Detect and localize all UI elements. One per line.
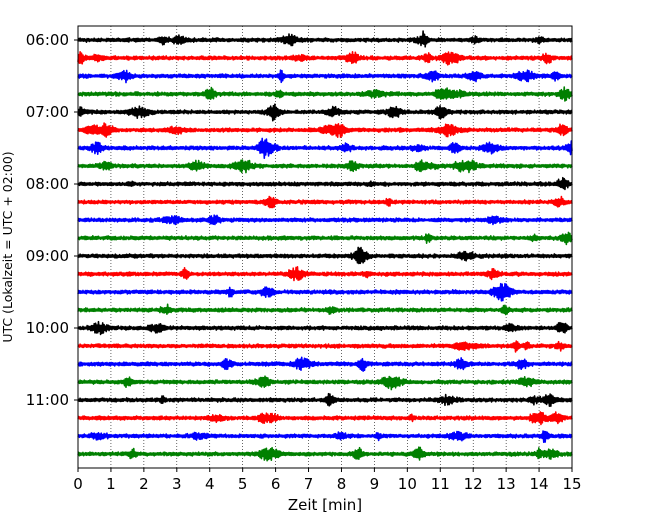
y-tick-label: 09:00 <box>26 247 69 265</box>
x-tick-label: 4 <box>205 475 215 493</box>
seismogram-trace-1015 <box>77 340 573 353</box>
seismogram-trace-0645 <box>77 86 573 102</box>
x-tick-label: 12 <box>464 475 483 493</box>
x-tick-label: 14 <box>530 475 549 493</box>
seismogram-trace-0600 <box>77 30 573 48</box>
seismogram-trace-0715 <box>77 122 573 138</box>
x-tick-label: 11 <box>431 475 450 493</box>
seismogram-trace-1045 <box>77 375 573 391</box>
seismogram-trace-1030 <box>77 356 573 372</box>
x-tick-label: 9 <box>370 475 380 493</box>
x-tick-label: 13 <box>497 475 516 493</box>
seismogram-trace-1130 <box>77 430 573 444</box>
y-tick-label: 07:00 <box>26 103 69 121</box>
seismogram-trace-0630 <box>77 69 573 84</box>
x-tick-label: 8 <box>337 475 347 493</box>
x-tick-label: 5 <box>238 475 248 493</box>
x-tick-label: 15 <box>562 475 581 493</box>
y-axis-ticks: 06:00 07:00 08:00 09:00 10:00 11:00 <box>26 31 78 409</box>
x-tick-label: 6 <box>271 475 281 493</box>
seismogram-trace-1115 <box>77 411 573 426</box>
trace-layer <box>77 30 573 462</box>
seismogram-trace-0945 <box>77 303 573 316</box>
x-tick-label: 7 <box>304 475 314 493</box>
y-tick-label: 11:00 <box>26 391 69 409</box>
x-tick-label: 2 <box>139 475 149 493</box>
seismogram-trace-0900 <box>77 246 573 265</box>
y-axis-label: UTC (Lokalzeit = UTC + 02:00) <box>0 151 15 342</box>
x-tick-label: 0 <box>73 475 83 493</box>
x-tick-label: 10 <box>398 475 417 493</box>
y-tick-label: 06:00 <box>26 31 69 49</box>
seismogram-trace-0830 <box>77 214 573 226</box>
seismogram-trace-0845 <box>77 231 573 246</box>
seismogram-trace-0800 <box>77 176 573 191</box>
x-tick-label: 1 <box>106 475 116 493</box>
plot-frame <box>77 25 573 469</box>
seismogram-trace-0815 <box>77 195 573 209</box>
seismogram-trace-0730 <box>77 137 573 159</box>
seismogram-trace-1000 <box>77 320 573 336</box>
seismogram-trace-1100 <box>77 392 573 407</box>
y-tick-label: 08:00 <box>26 175 69 193</box>
seismogram-trace-0745 <box>77 159 573 174</box>
seismogram-trace-0930 <box>77 282 573 302</box>
seismogram-trace-1145 <box>77 446 573 462</box>
y-tick-label: 10:00 <box>26 319 69 337</box>
x-tick-label: 3 <box>172 475 182 493</box>
x-axis-label: Zeit [min] <box>288 496 362 514</box>
x-axis-ticks: 0 1 2 3 4 5 6 7 8 9 10 11 12 13 14 15 <box>73 468 582 493</box>
seismogram-trace-0915 <box>77 266 573 282</box>
seismogram-trace-0615 <box>77 50 573 66</box>
seismogram-trace-0700 <box>77 103 573 122</box>
